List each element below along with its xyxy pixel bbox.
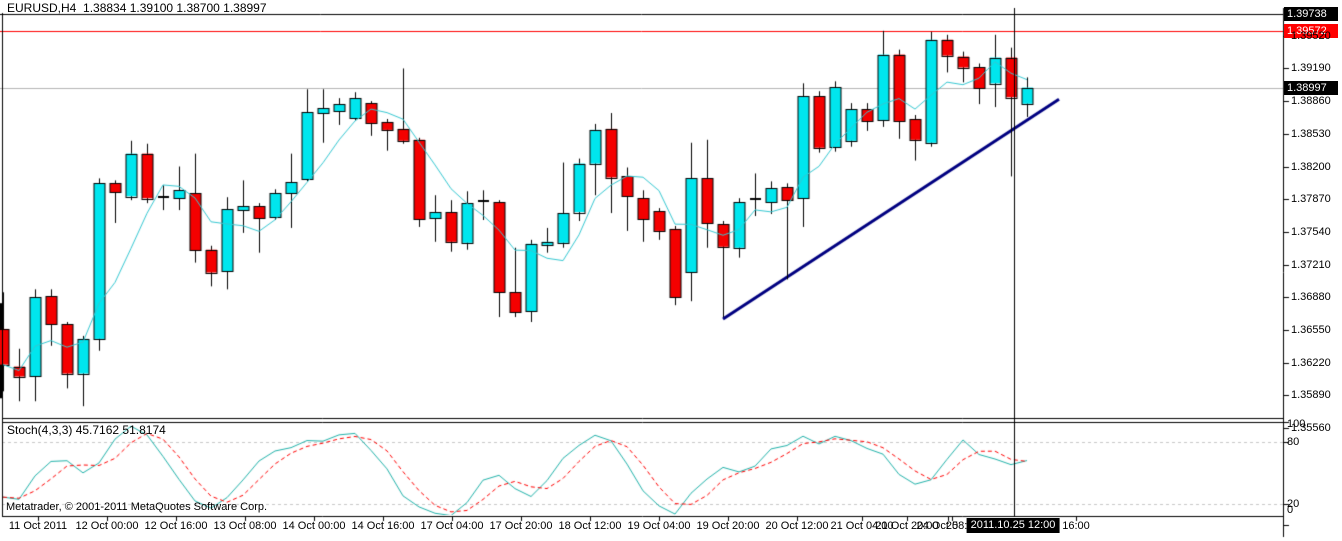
price-tick-label: 1.39520 <box>1291 29 1331 42</box>
time-axis-label: 19 Oct 04:00 <box>627 520 691 532</box>
time-axis-label: 14 Oct 16:00 <box>351 520 415 532</box>
time-axis-label: 20 Oct 12:00 <box>765 520 829 532</box>
time-axis-label: 16:00 <box>1062 520 1090 532</box>
price-tick-label: 1.36220 <box>1291 356 1331 369</box>
price-tick-label: 1.35890 <box>1291 389 1331 402</box>
time-axis-label: 17 Oct 04:00 <box>420 520 484 532</box>
time-axis-label: 17 Oct 20:00 <box>489 520 553 532</box>
time-label-crosshair: 2011.10.25 12:00 <box>966 518 1060 533</box>
time-axis-label: 14 Oct 00:00 <box>282 520 346 532</box>
price-tick-label: 1.38530 <box>1291 127 1331 140</box>
indicator-tick-label: 20 <box>1287 498 1300 511</box>
price-label-bid: 1.38997 <box>1284 80 1338 95</box>
price-label-hline-top: 1.39738 <box>1284 7 1338 22</box>
price-tick-label: 1.36550 <box>1291 323 1331 336</box>
chart-title-ohlc: EURUSD,H4 1.38834 1.39100 1.38700 1.3899… <box>7 1 267 15</box>
price-tick-label: 1.38860 <box>1291 95 1331 108</box>
indicator-tick-label: 80 <box>1287 436 1300 449</box>
time-axis-label: 25 <box>945 520 959 532</box>
price-tick-label: 1.39190 <box>1291 62 1331 75</box>
time-axis-label: 24 Oct 08:00 <box>916 520 980 532</box>
copyright-text: Metatrader, © 2001-2011 MetaQuotes Softw… <box>6 501 268 513</box>
time-axis-label: 21 Oct 04:00 <box>830 520 894 532</box>
price-tick-label: 1.38200 <box>1291 160 1331 173</box>
indicator-tick-label: 100 <box>1287 418 1306 430</box>
time-axis-label: 21 Oct 20:00 <box>875 520 939 532</box>
indicator-label: Stoch(4,3,3) 45.7162 51.8174 <box>7 423 166 437</box>
price-tick-label: 1.37210 <box>1291 258 1331 271</box>
price-tick-label: 1.37540 <box>1291 225 1331 238</box>
time-axis-label: 18 Oct 12:00 <box>558 520 622 532</box>
price-tick-label: 1.35560 <box>1291 422 1331 434</box>
time-axis-label: 13 Oct 08:00 <box>213 520 277 532</box>
price-tick-label: 1.36880 <box>1291 291 1331 304</box>
price-label-resistance: 1.39572 <box>1284 23 1338 38</box>
indicator-tick-label: 0 <box>1287 504 1294 516</box>
time-axis-label: 12 Oct 16:00 <box>144 520 208 532</box>
time-axis-label: 19 Oct 20:00 <box>696 520 760 532</box>
time-axis-label: 12 Oct 00:00 <box>75 520 139 532</box>
time-axis-label: 11 Oct 2011 <box>8 520 68 532</box>
price-tick-label: 1.37870 <box>1291 193 1331 206</box>
